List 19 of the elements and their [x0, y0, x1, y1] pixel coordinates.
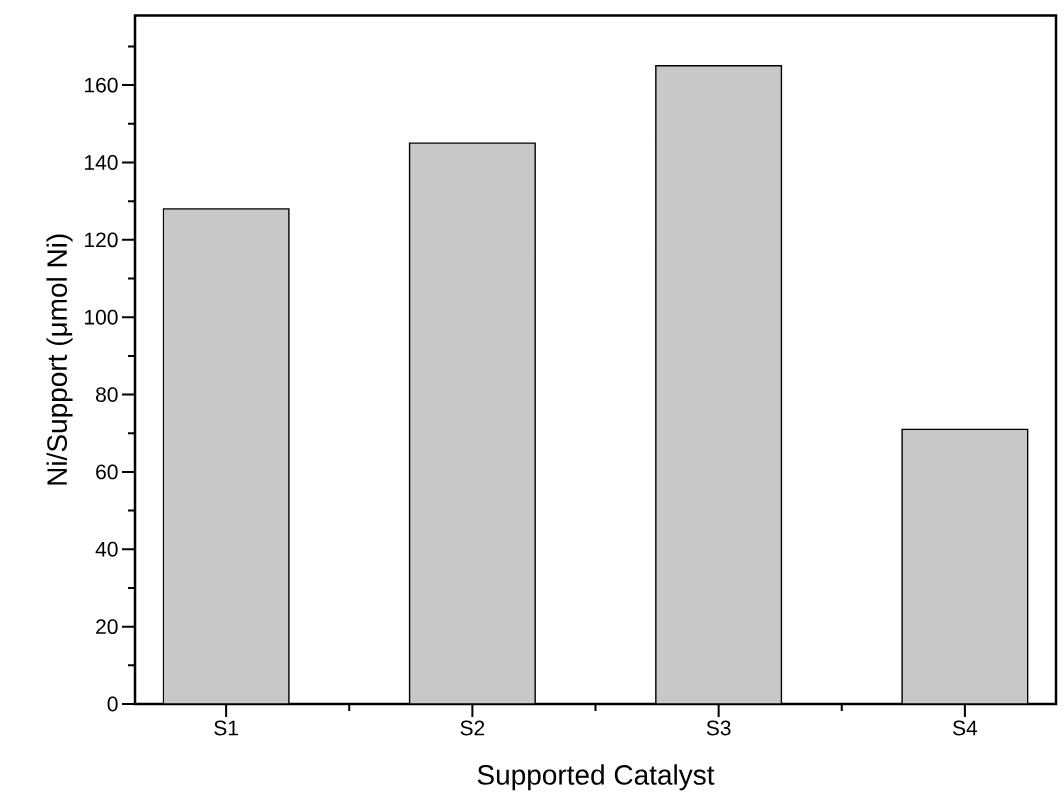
y-tick-label: 100	[85, 309, 118, 325]
y-tick-label: 60	[96, 464, 118, 480]
bar	[162, 208, 290, 704]
y-tick-label: 160	[85, 77, 118, 93]
x-tick-label: S3	[706, 720, 731, 736]
x-tick-label: S4	[953, 720, 978, 736]
x-tick-label: S2	[460, 720, 485, 736]
y-tick-label: 120	[85, 232, 118, 248]
bar	[901, 428, 1029, 704]
y-tick-label: 80	[96, 387, 118, 402]
bar	[655, 65, 783, 704]
x-axis-title: Supported Catalyst	[477, 764, 715, 791]
x-tick-label: S1	[214, 720, 238, 736]
y-tick-label: 20	[96, 619, 118, 635]
bar	[408, 142, 536, 704]
y-tick-label: 40	[95, 541, 118, 557]
y-tick-label: 0	[107, 696, 118, 712]
y-axis-title: Ni/Support (μmol Ni)	[46, 234, 73, 485]
y-tick-label: 140	[85, 155, 118, 170]
